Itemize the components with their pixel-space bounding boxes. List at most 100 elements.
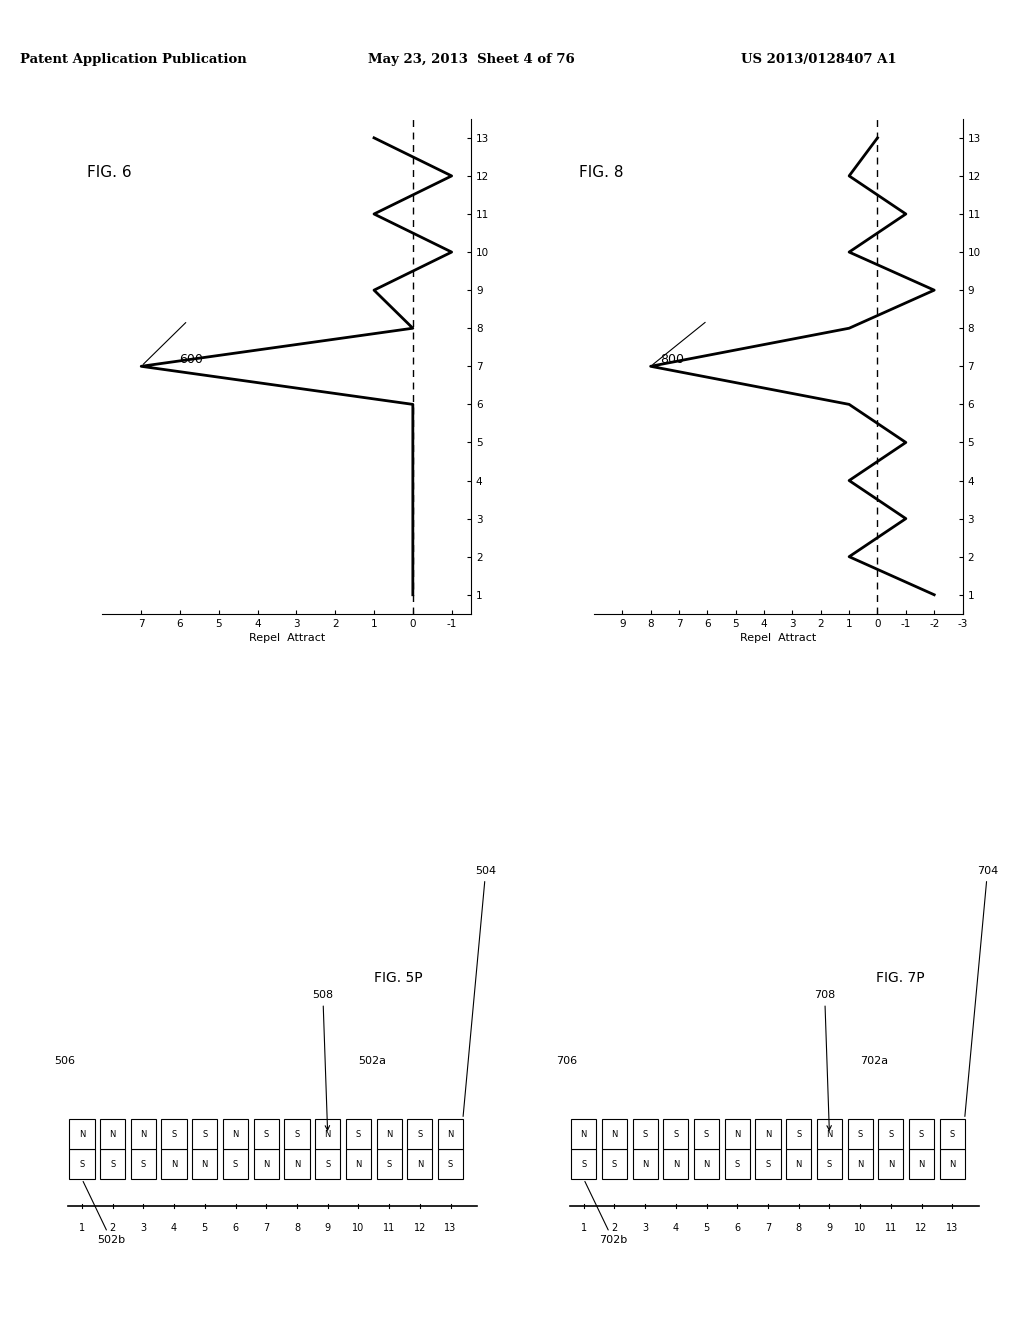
Text: N: N bbox=[581, 1130, 587, 1139]
Text: N: N bbox=[765, 1130, 771, 1139]
Text: N: N bbox=[919, 1159, 925, 1168]
Text: S: S bbox=[294, 1130, 300, 1139]
Text: 5: 5 bbox=[202, 1222, 208, 1233]
FancyBboxPatch shape bbox=[377, 1119, 401, 1150]
X-axis label: Repel  Attract: Repel Attract bbox=[249, 632, 325, 643]
Text: N: N bbox=[857, 1159, 863, 1168]
Text: 7: 7 bbox=[263, 1222, 269, 1233]
Text: 11: 11 bbox=[885, 1222, 897, 1233]
Text: 502b: 502b bbox=[83, 1181, 125, 1245]
FancyBboxPatch shape bbox=[131, 1119, 156, 1150]
Text: S: S bbox=[232, 1159, 239, 1168]
Text: S: S bbox=[355, 1130, 361, 1139]
Text: S: S bbox=[417, 1130, 423, 1139]
Text: N: N bbox=[294, 1159, 300, 1168]
Text: 1: 1 bbox=[581, 1222, 587, 1233]
Text: 9: 9 bbox=[325, 1222, 331, 1233]
FancyBboxPatch shape bbox=[909, 1150, 934, 1179]
FancyBboxPatch shape bbox=[131, 1150, 156, 1179]
Text: 600: 600 bbox=[179, 352, 203, 366]
FancyBboxPatch shape bbox=[346, 1150, 371, 1179]
Text: 5: 5 bbox=[703, 1222, 710, 1233]
Text: N: N bbox=[140, 1130, 146, 1139]
Text: 6: 6 bbox=[232, 1222, 239, 1233]
FancyBboxPatch shape bbox=[377, 1150, 401, 1179]
FancyBboxPatch shape bbox=[346, 1119, 371, 1150]
Text: S: S bbox=[673, 1130, 679, 1139]
Text: FIG. 5P: FIG. 5P bbox=[374, 970, 422, 985]
FancyBboxPatch shape bbox=[193, 1150, 217, 1179]
Text: S: S bbox=[171, 1130, 177, 1139]
Text: N: N bbox=[949, 1159, 955, 1168]
Text: S: S bbox=[888, 1130, 894, 1139]
Text: FIG. 6: FIG. 6 bbox=[87, 165, 132, 180]
FancyBboxPatch shape bbox=[664, 1150, 688, 1179]
FancyBboxPatch shape bbox=[285, 1150, 309, 1179]
Text: N: N bbox=[796, 1159, 802, 1168]
Text: 9: 9 bbox=[826, 1222, 833, 1233]
FancyBboxPatch shape bbox=[909, 1119, 934, 1150]
FancyBboxPatch shape bbox=[725, 1119, 750, 1150]
Text: 506: 506 bbox=[54, 1056, 76, 1065]
FancyBboxPatch shape bbox=[940, 1119, 965, 1150]
Text: N: N bbox=[79, 1130, 85, 1139]
FancyBboxPatch shape bbox=[408, 1119, 432, 1150]
FancyBboxPatch shape bbox=[940, 1150, 965, 1179]
FancyBboxPatch shape bbox=[633, 1119, 657, 1150]
FancyBboxPatch shape bbox=[879, 1150, 903, 1179]
FancyBboxPatch shape bbox=[664, 1119, 688, 1150]
FancyBboxPatch shape bbox=[285, 1119, 309, 1150]
Text: S: S bbox=[796, 1130, 802, 1139]
Text: 508: 508 bbox=[312, 990, 334, 1130]
Text: S: S bbox=[447, 1159, 454, 1168]
Text: N: N bbox=[355, 1159, 361, 1168]
FancyBboxPatch shape bbox=[786, 1119, 811, 1150]
FancyBboxPatch shape bbox=[100, 1119, 125, 1150]
Text: N: N bbox=[202, 1159, 208, 1168]
Text: May 23, 2013  Sheet 4 of 76: May 23, 2013 Sheet 4 of 76 bbox=[368, 53, 574, 66]
Text: N: N bbox=[386, 1130, 392, 1139]
Text: 10: 10 bbox=[352, 1222, 365, 1233]
FancyBboxPatch shape bbox=[162, 1150, 186, 1179]
Text: 13: 13 bbox=[946, 1222, 958, 1233]
FancyBboxPatch shape bbox=[602, 1150, 627, 1179]
Text: 12: 12 bbox=[414, 1222, 426, 1233]
Text: S: S bbox=[79, 1159, 85, 1168]
Text: S: S bbox=[611, 1159, 617, 1168]
Text: S: S bbox=[110, 1159, 116, 1168]
Text: S: S bbox=[140, 1159, 146, 1168]
FancyBboxPatch shape bbox=[817, 1150, 842, 1179]
Text: S: S bbox=[949, 1130, 955, 1139]
Text: 2: 2 bbox=[611, 1222, 617, 1233]
Text: N: N bbox=[673, 1159, 679, 1168]
Text: S: S bbox=[703, 1130, 710, 1139]
X-axis label: Repel  Attract: Repel Attract bbox=[740, 632, 816, 643]
FancyBboxPatch shape bbox=[315, 1150, 340, 1179]
FancyBboxPatch shape bbox=[70, 1150, 94, 1179]
Text: S: S bbox=[386, 1159, 392, 1168]
FancyBboxPatch shape bbox=[315, 1119, 340, 1150]
FancyBboxPatch shape bbox=[193, 1119, 217, 1150]
Text: 502a: 502a bbox=[358, 1056, 386, 1065]
FancyBboxPatch shape bbox=[694, 1119, 719, 1150]
Text: N: N bbox=[611, 1130, 617, 1139]
Text: 12: 12 bbox=[915, 1222, 928, 1233]
Text: 702b: 702b bbox=[585, 1181, 628, 1245]
FancyBboxPatch shape bbox=[100, 1150, 125, 1179]
Text: N: N bbox=[263, 1159, 269, 1168]
FancyBboxPatch shape bbox=[694, 1150, 719, 1179]
Text: N: N bbox=[110, 1130, 116, 1139]
Text: 4: 4 bbox=[673, 1222, 679, 1233]
Text: Patent Application Publication: Patent Application Publication bbox=[19, 53, 247, 66]
Text: N: N bbox=[171, 1159, 177, 1168]
FancyBboxPatch shape bbox=[408, 1150, 432, 1179]
Text: N: N bbox=[447, 1130, 454, 1139]
Text: S: S bbox=[263, 1130, 269, 1139]
Text: 3: 3 bbox=[642, 1222, 648, 1233]
FancyBboxPatch shape bbox=[879, 1119, 903, 1150]
Text: S: S bbox=[325, 1159, 331, 1168]
Text: N: N bbox=[325, 1130, 331, 1139]
Text: N: N bbox=[417, 1159, 423, 1168]
Text: 706: 706 bbox=[556, 1056, 578, 1065]
FancyBboxPatch shape bbox=[223, 1150, 248, 1179]
